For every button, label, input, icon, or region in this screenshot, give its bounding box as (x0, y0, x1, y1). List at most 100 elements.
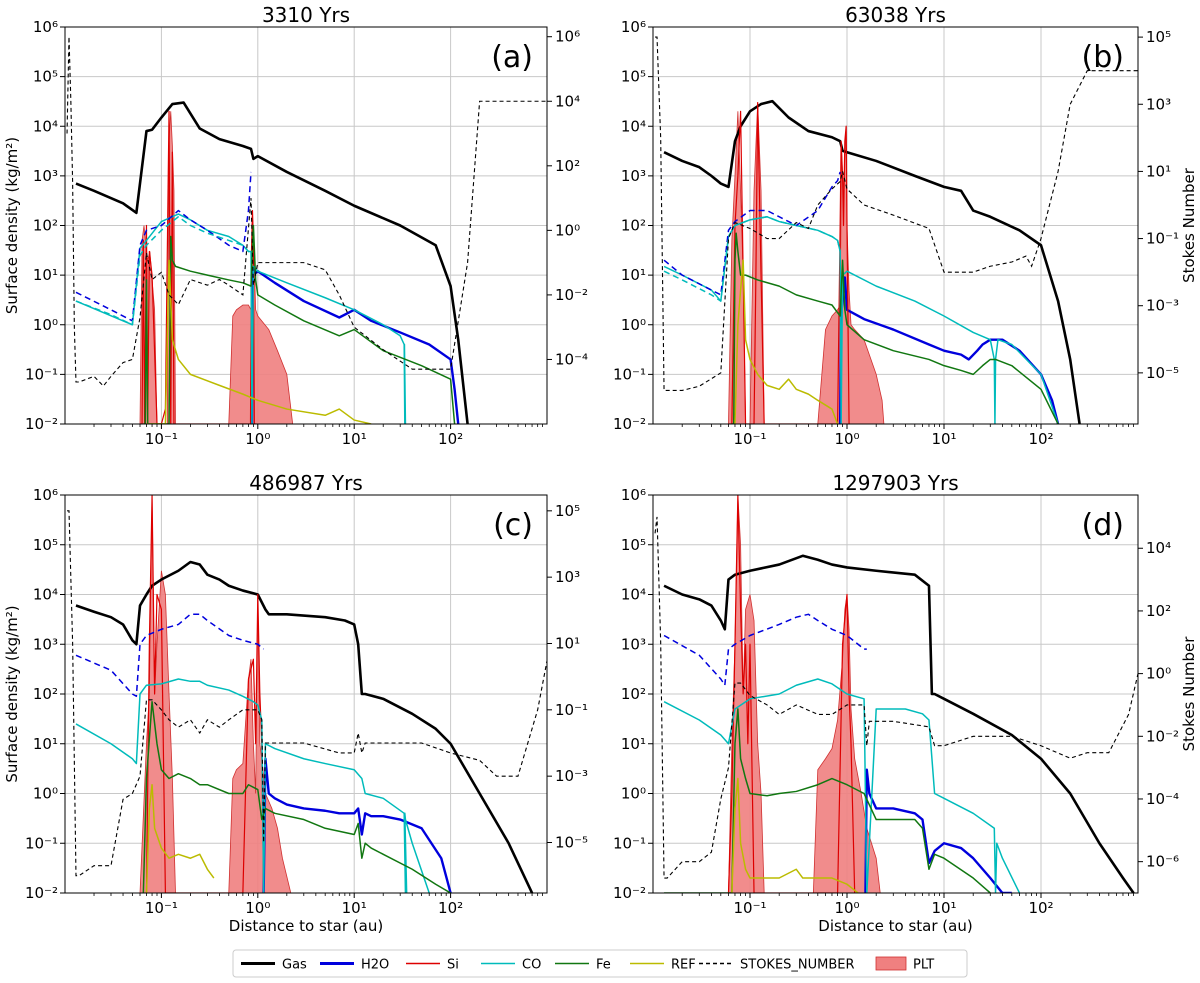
y-tick-label: 10⁻¹ (25, 365, 58, 383)
y-tick-label: 10⁻¹ (613, 365, 646, 383)
plot-area (655, 36, 1138, 424)
plot-area (67, 495, 547, 893)
y-tick-label: 10¹ (33, 266, 58, 284)
legend-swatch (875, 956, 907, 971)
y2-tick-label: 10⁰ (555, 221, 580, 239)
y-tick-label: 10⁻² (613, 884, 646, 902)
legend-item-co: CO (481, 958, 541, 973)
legend: Gas H2O Si CO Fe REF STOKES_NUMBER PLT (232, 949, 968, 978)
panel-b: 10⁻¹ 10⁰ 10¹ 10² 10⁻² 10⁻¹ 10⁰ 10¹ 10² 10³ 10⁴ 10⁵ 1… (613, 3, 1198, 448)
series-h2o-dust (663, 613, 867, 686)
legend-item-ref: REF (630, 958, 696, 973)
y2-tick-label: 10¹ (1146, 162, 1171, 180)
series-ref (146, 259, 372, 424)
y-tick-label: 10³ (621, 635, 646, 653)
y-tick-label: 10⁶ (621, 18, 646, 36)
y-tick-label: 10⁰ (621, 785, 646, 803)
plt-area (749, 102, 765, 424)
y-tick-label: 10¹ (33, 735, 58, 753)
series-si (727, 495, 856, 893)
y2-tick-label: 10¹ (555, 634, 580, 652)
chart-title: 486987 Yrs (249, 471, 363, 495)
x-tick-label: 10⁻¹ (733, 899, 766, 917)
legend-label: STOKES_NUMBER (740, 958, 855, 973)
x-tick-label: 10¹ (931, 430, 956, 448)
y2-tick-label: 10⁻⁴ (555, 350, 588, 368)
series-fe (143, 224, 456, 424)
y-tick-label: 10⁵ (33, 68, 58, 86)
y2-tick-label: 10⁻¹ (555, 701, 588, 719)
panel-label: (a) (491, 40, 533, 75)
y-tick-label: 10⁰ (33, 316, 58, 334)
x-tick-label: 10⁰ (834, 899, 859, 917)
y2-tick-label: 10⁴ (555, 92, 580, 110)
series-h2o (838, 276, 1060, 424)
y-tick-label: 10⁰ (621, 316, 646, 334)
series-fe (731, 232, 1059, 424)
series-co (75, 678, 430, 893)
y2-axis-label: Stokes Number (1180, 636, 1198, 752)
y-tick-label: 10² (621, 685, 646, 703)
x-tick-label: 10⁰ (245, 899, 270, 917)
y2-axis-label: Stokes Number (1180, 167, 1198, 283)
series-h2o (864, 768, 1012, 893)
legend-label: H2O (361, 958, 389, 973)
legend-label: PLT (913, 958, 934, 973)
legend-label: Si (447, 958, 459, 973)
chart-title: 1297903 Yrs (832, 471, 958, 495)
y-tick-label: 10⁶ (621, 486, 646, 504)
series-co (75, 213, 407, 424)
x-tick-label: 10² (1028, 899, 1053, 917)
y2-tick-label: 10⁻¹ (1146, 230, 1179, 248)
y2-tick-label: 10⁵ (1146, 28, 1171, 46)
x-tick-label: 10¹ (342, 430, 367, 448)
series-gas (75, 560, 534, 893)
series-gas (75, 101, 469, 424)
chart-title: 3310 Yrs (262, 3, 350, 27)
x-axis-label: Distance to star (au) (229, 917, 383, 935)
legend-item-gas: Gas (241, 958, 307, 973)
plot-area (66, 36, 547, 424)
legend-label: REF (671, 958, 696, 973)
series-fe (142, 700, 451, 893)
panel-label: (c) (493, 508, 533, 543)
legend-item-stokes-number: STOKES_NUMBER (699, 958, 855, 973)
y2-tick-label: 10² (1146, 602, 1171, 620)
y-tick-label: 10¹ (621, 266, 646, 284)
legend-label: Fe (596, 958, 611, 973)
x-tick-label: 10¹ (342, 899, 367, 917)
x-tick-label: 10² (1028, 430, 1053, 448)
x-tick-label: 10⁻¹ (145, 430, 178, 448)
y2-tick-label: 10⁻² (555, 286, 588, 304)
y2-tick-label: 10⁻³ (555, 767, 588, 785)
y-tick-label: 10⁻² (613, 415, 646, 433)
series-ref (734, 259, 839, 424)
series-stokes-number (66, 36, 547, 387)
plt-area (812, 594, 881, 893)
y2-tick-label: 10⁴ (1146, 539, 1171, 557)
legend-frame (232, 949, 968, 978)
panel-c: 10⁻¹ 10⁰ 10¹ 10² 10⁻² 10⁻¹ 10⁰ 10¹ 10² 10³ 10⁴ 10⁵ 1… (3, 471, 588, 935)
series-stokes-number (67, 510, 547, 877)
series-si (728, 101, 850, 424)
legend-label: CO (522, 958, 541, 973)
y2-tick-label: 10² (555, 157, 580, 175)
y-tick-label: 10⁴ (33, 117, 58, 135)
y2-tick-label: 10⁶ (555, 28, 580, 46)
series-h2o-dust (663, 171, 841, 296)
y-tick-label: 10² (33, 685, 58, 703)
legend-item-si: Si (406, 958, 459, 973)
y2-tick-label: 10³ (555, 568, 580, 586)
y2-tick-label: 10⁻⁴ (1146, 790, 1179, 808)
x-tick-label: 10⁰ (245, 430, 270, 448)
series-fe (664, 708, 991, 893)
y2-tick-label: 10⁰ (1146, 665, 1171, 683)
panel-a: 10⁻¹ 10⁰ 10¹ 10² 10⁻² 10⁻¹ 10⁰ 10¹ 10² 10³ 10⁴ 10⁵ 1… (3, 3, 588, 448)
panel-label: (b) (1082, 40, 1124, 75)
panel-label: (d) (1082, 508, 1124, 543)
y-tick-label: 10² (33, 217, 58, 235)
y-tick-label: 10⁴ (621, 117, 646, 135)
series-ref (145, 783, 215, 893)
y2-tick-label: 10⁻⁵ (555, 833, 588, 851)
